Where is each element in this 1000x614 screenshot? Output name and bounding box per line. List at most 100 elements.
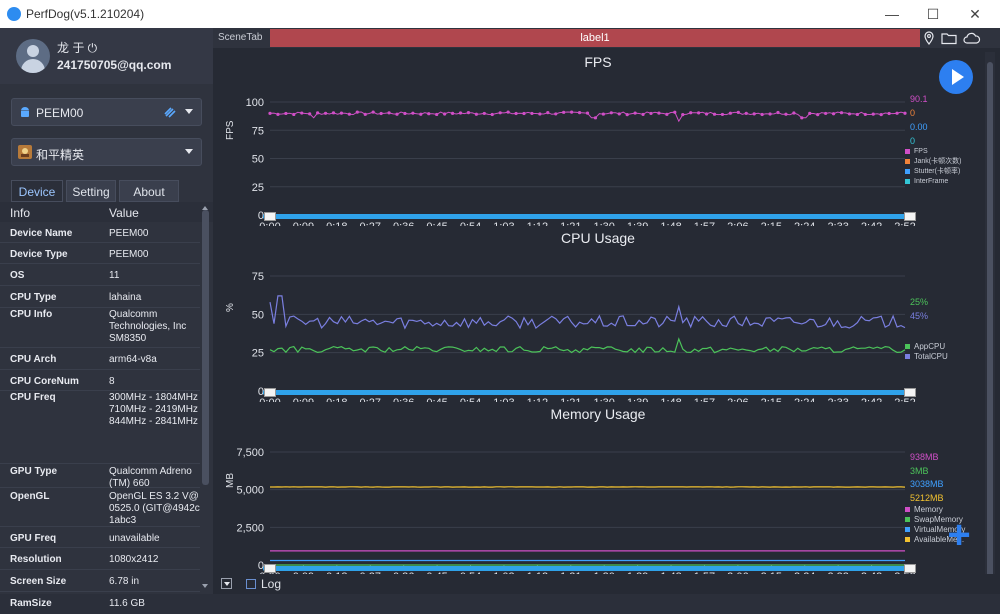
data-point — [895, 112, 898, 115]
slider-handle-end[interactable] — [904, 212, 916, 221]
slider-handle-end[interactable] — [904, 564, 916, 573]
tab-setting[interactable]: Setting — [66, 180, 116, 202]
data-point — [570, 111, 573, 114]
legend-item[interactable]: Stutter(卡顿率) — [905, 167, 961, 177]
legend-swatch — [905, 517, 910, 522]
row-value: OpenGL ES 3.2 V@0525.0 (GIT@4942c1abc3 — [109, 491, 201, 527]
close-button[interactable]: ✕ — [955, 3, 995, 25]
legend-item[interactable]: AppCPU — [905, 342, 948, 352]
scene-bar: SceneTab label1 — [213, 28, 1000, 48]
tab-device[interactable]: Device — [11, 180, 63, 202]
add-chart-button[interactable]: + — [943, 520, 975, 552]
timeline-slider[interactable] — [263, 390, 913, 395]
data-point — [395, 113, 398, 116]
device-select[interactable]: PEEM00 — [11, 98, 202, 126]
usb-link-icon[interactable] — [163, 106, 177, 120]
current-value: 3038MB — [910, 479, 944, 489]
slider-handle-start[interactable] — [264, 212, 276, 221]
cloud-icon[interactable] — [963, 31, 981, 45]
sidebar-scrollbar[interactable] — [202, 210, 209, 485]
data-point — [499, 111, 502, 114]
slider-handle-start[interactable] — [264, 388, 276, 397]
data-point — [491, 113, 494, 116]
timeline-slider[interactable] — [263, 566, 913, 571]
timeline-slider[interactable] — [263, 214, 913, 219]
scrollbar-thumb[interactable] — [987, 62, 993, 582]
legend-item[interactable]: InterFrame — [905, 177, 961, 187]
minimize-button[interactable]: — — [872, 3, 912, 25]
fps-chart: FPS FPS 02550751000:000:090:180:270:360:… — [213, 50, 1000, 226]
data-point — [768, 112, 771, 115]
y-tick-label: 7,500 — [236, 447, 264, 459]
legend-item[interactable]: Jank(卡顿次数) — [905, 157, 961, 167]
data-point — [792, 111, 795, 114]
data-point — [562, 111, 565, 114]
data-point — [665, 113, 668, 116]
data-point — [784, 113, 787, 116]
current-value: 25% — [910, 297, 928, 307]
row-key: CPU Freq — [10, 392, 56, 403]
data-point — [808, 112, 811, 115]
legend-swatch — [905, 159, 910, 164]
data-point — [522, 112, 525, 115]
data-point — [697, 111, 700, 114]
main-scrollbar[interactable] — [985, 52, 995, 592]
folder-icon[interactable] — [941, 31, 957, 45]
data-point — [411, 112, 414, 115]
data-point — [451, 112, 454, 115]
scene-label-bar[interactable]: label1 — [270, 29, 920, 47]
row-value: Qualcomm Adreno (TM) 660 — [109, 466, 201, 490]
y-tick-label: 100 — [246, 97, 264, 109]
scene-tab-label[interactable]: SceneTab — [218, 32, 262, 43]
data-point — [268, 112, 271, 115]
y-tick-label: 50 — [252, 309, 264, 321]
y-tick-label: 25 — [252, 348, 264, 360]
row-key: Device Name — [10, 228, 72, 239]
log-checkbox[interactable] — [246, 579, 256, 589]
data-point — [348, 113, 351, 116]
slider-handle-start[interactable] — [264, 564, 276, 573]
location-icon[interactable] — [921, 31, 937, 45]
data-point — [753, 112, 756, 115]
data-point — [435, 113, 438, 116]
current-value: 0 — [910, 108, 915, 118]
fps-plot: 02550751000:000:090:180:270:360:450:541:… — [213, 50, 1000, 226]
row-value: 300MHz - 1804MHz 710MHz - 2419MHz 844MHz… — [109, 392, 201, 428]
chevron-down-icon — [185, 109, 193, 114]
row-key: Resolution — [10, 554, 62, 565]
series-line — [270, 339, 905, 353]
data-point — [864, 113, 867, 116]
play-button[interactable] — [939, 60, 973, 94]
row-value: 1080x2412 — [109, 554, 201, 566]
legend-item[interactable]: TotalCPU — [905, 352, 948, 362]
legend-swatch — [905, 149, 910, 154]
data-point — [276, 113, 279, 116]
data-point — [356, 111, 359, 114]
row-value: lahaina — [109, 292, 201, 304]
user-name: 龙 于 ⏻ — [57, 39, 97, 56]
maximize-button[interactable]: ☐ — [913, 3, 953, 25]
y-tick-label: 50 — [252, 154, 264, 166]
data-point — [475, 113, 478, 116]
chevron-down-icon — [185, 149, 193, 154]
dropdown-toggle-button[interactable] — [221, 578, 232, 589]
data-point — [673, 111, 676, 114]
data-point — [888, 112, 891, 115]
legend-label: InterFrame — [914, 178, 948, 185]
app-select[interactable]: 和平精英 — [11, 138, 202, 166]
data-point — [705, 112, 708, 115]
data-point — [459, 111, 462, 114]
legend-item[interactable]: FPS — [905, 147, 961, 157]
avatar[interactable] — [16, 39, 50, 73]
tab-about[interactable]: About — [119, 180, 179, 202]
slider-handle-end[interactable] — [904, 388, 916, 397]
memory-chart: Memory Usage MB 02,5005,0007,5000:000:09… — [213, 402, 1000, 578]
scroll-down-arrow-icon[interactable] — [202, 584, 208, 588]
y-tick-label: 75 — [252, 125, 264, 137]
row-key: OS — [10, 270, 24, 281]
